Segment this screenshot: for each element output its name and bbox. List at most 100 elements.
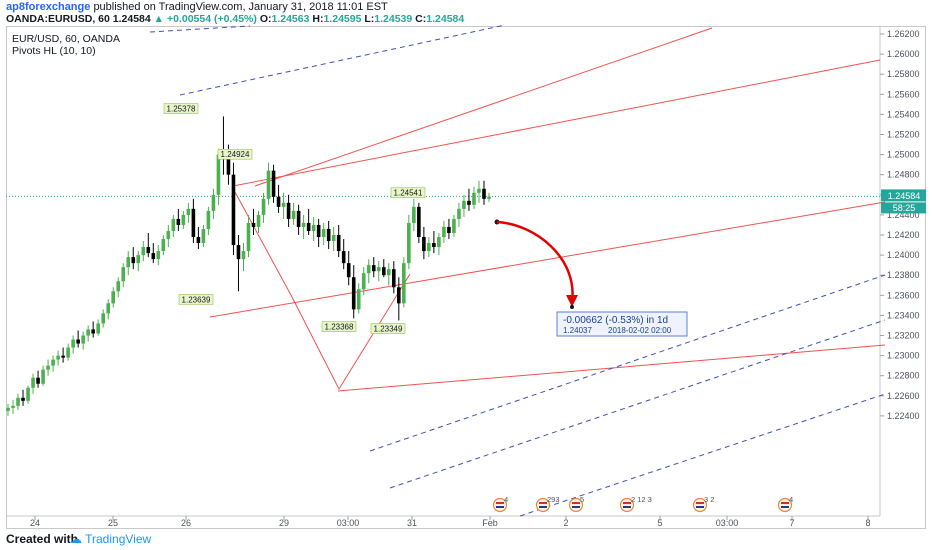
candle-body: [96, 323, 100, 334]
candle-body: [371, 265, 376, 272]
channel-dashed-line: [149, 25, 251, 33]
open-value: 1.24563: [271, 13, 310, 25]
pivot-label: 1.25378: [167, 105, 196, 114]
candle-body: [321, 228, 326, 238]
pivot-label: 1.24541: [394, 189, 423, 198]
candle-body: [6, 407, 10, 411]
candle-body: [46, 365, 50, 370]
ohlc-line: OANDA:EURUSD, 60 1.24584 ▲ +0.00554 (+0.…: [6, 13, 464, 25]
candle-body: [201, 228, 206, 244]
price-tick-label: 1.23400: [887, 310, 920, 320]
price-tick-label: 1.25400: [887, 109, 920, 119]
price-tick-label: 1.22800: [887, 371, 920, 381]
tradingview-brand: TradingView: [85, 532, 152, 546]
event-flag-icon: [777, 497, 793, 513]
candle-body: [381, 267, 386, 276]
candle-body: [346, 263, 351, 278]
time-tick-label: 25: [108, 518, 118, 528]
candle-body: [361, 273, 366, 290]
candle-body: [61, 355, 65, 358]
candle-body: [427, 243, 431, 252]
countdown-tag: [881, 202, 926, 214]
projection-date: 2018-02-02 02:00: [608, 326, 672, 335]
event-flag-stripe: [496, 506, 504, 508]
event-marker-count: 293: [547, 495, 560, 504]
candle-body: [26, 387, 30, 401]
candle-body: [281, 202, 286, 207]
candle-body: [86, 329, 90, 336]
candle-body: [452, 218, 456, 233]
author-link[interactable]: ap8forexchange: [6, 1, 91, 13]
event-flag-stripe: [623, 502, 631, 504]
candle-body: [296, 210, 301, 227]
candle-body: [181, 214, 186, 225]
candle-body: [386, 269, 391, 276]
event-flag-stripe: [623, 506, 631, 508]
price-tick-label: 1.26200: [887, 29, 920, 39]
candle-body: [412, 206, 416, 223]
pivot-label: 1.23349: [374, 325, 403, 334]
event-marker: 293: [535, 495, 560, 513]
candle-body: [336, 235, 341, 252]
candle-body: [191, 208, 196, 238]
pivot-label-box: [178, 294, 214, 305]
candle-body: [21, 397, 25, 401]
candle-body: [231, 174, 236, 246]
time-tick-label: 26: [181, 518, 191, 528]
high-value: 1.24595: [323, 13, 362, 25]
pivot-label: 1.23368: [325, 323, 354, 332]
candle-body: [417, 206, 421, 238]
candle-body: [76, 339, 80, 344]
event-flag-icon: [568, 497, 584, 513]
legend-symbol: EUR/USD, 60, OANDA: [12, 33, 120, 45]
created-with-label: Created with: [6, 532, 79, 546]
price-tick-label: 1.23800: [887, 270, 920, 280]
chart-header: ap8forexchange published on TradingView.…: [0, 0, 932, 26]
candle-body: [482, 188, 486, 199]
candle-body: [111, 291, 116, 304]
candle-body: [41, 369, 45, 384]
candle-body: [101, 313, 105, 324]
event-flag-stripe: [572, 506, 580, 508]
event-flag-stripe: [539, 502, 547, 504]
candle-body: [457, 208, 461, 219]
candle-body: [51, 359, 55, 366]
legend-indicator: Pivots HL (10, 10): [12, 45, 96, 57]
price-tick-label: 1.23600: [887, 290, 920, 300]
current-price-tag: [881, 189, 926, 202]
pivot-label: 1.23639: [182, 295, 211, 304]
close-label: C:: [415, 13, 427, 25]
tradingview-cloud-icon: ☁: [70, 532, 82, 546]
event-marker-count: 3 2: [704, 495, 714, 504]
pivot-label: 1.24924: [221, 150, 250, 159]
event-flag-stripe: [781, 506, 789, 508]
close-value: 1.24584: [426, 13, 465, 25]
channel-dashed-line: [389, 319, 886, 489]
candle-body: [376, 267, 381, 272]
price-tick-label: 1.25600: [887, 89, 920, 99]
tradingview-logo[interactable]: ☁ TradingView: [70, 532, 151, 546]
candle-body: [356, 289, 361, 310]
price-tick-label: 1.22400: [887, 411, 920, 421]
time-tick-label: 24: [30, 518, 40, 528]
candle-body: [261, 198, 266, 215]
event-marker: 4: [777, 495, 793, 513]
candle-body: [341, 251, 346, 264]
time-tick-label: 2: [563, 518, 568, 528]
event-marker: 4: [492, 495, 508, 513]
channel-line: [232, 59, 881, 187]
candle-body: [71, 339, 75, 348]
event-marker-count: 5: [580, 495, 584, 504]
event-flag-stripe: [496, 502, 504, 504]
event-marker-count: 4: [789, 495, 793, 504]
candle-body: [407, 222, 411, 264]
projection-box: [556, 311, 688, 337]
symbol-label: OANDA:EURUSD, 60: [6, 13, 110, 25]
candle-body: [141, 247, 146, 256]
event-flag-icon: [492, 497, 508, 513]
price-tick-label: 1.26000: [887, 49, 920, 59]
candle-body: [236, 245, 241, 260]
time-tick-label: 8: [865, 518, 870, 528]
candle-body: [166, 230, 171, 240]
